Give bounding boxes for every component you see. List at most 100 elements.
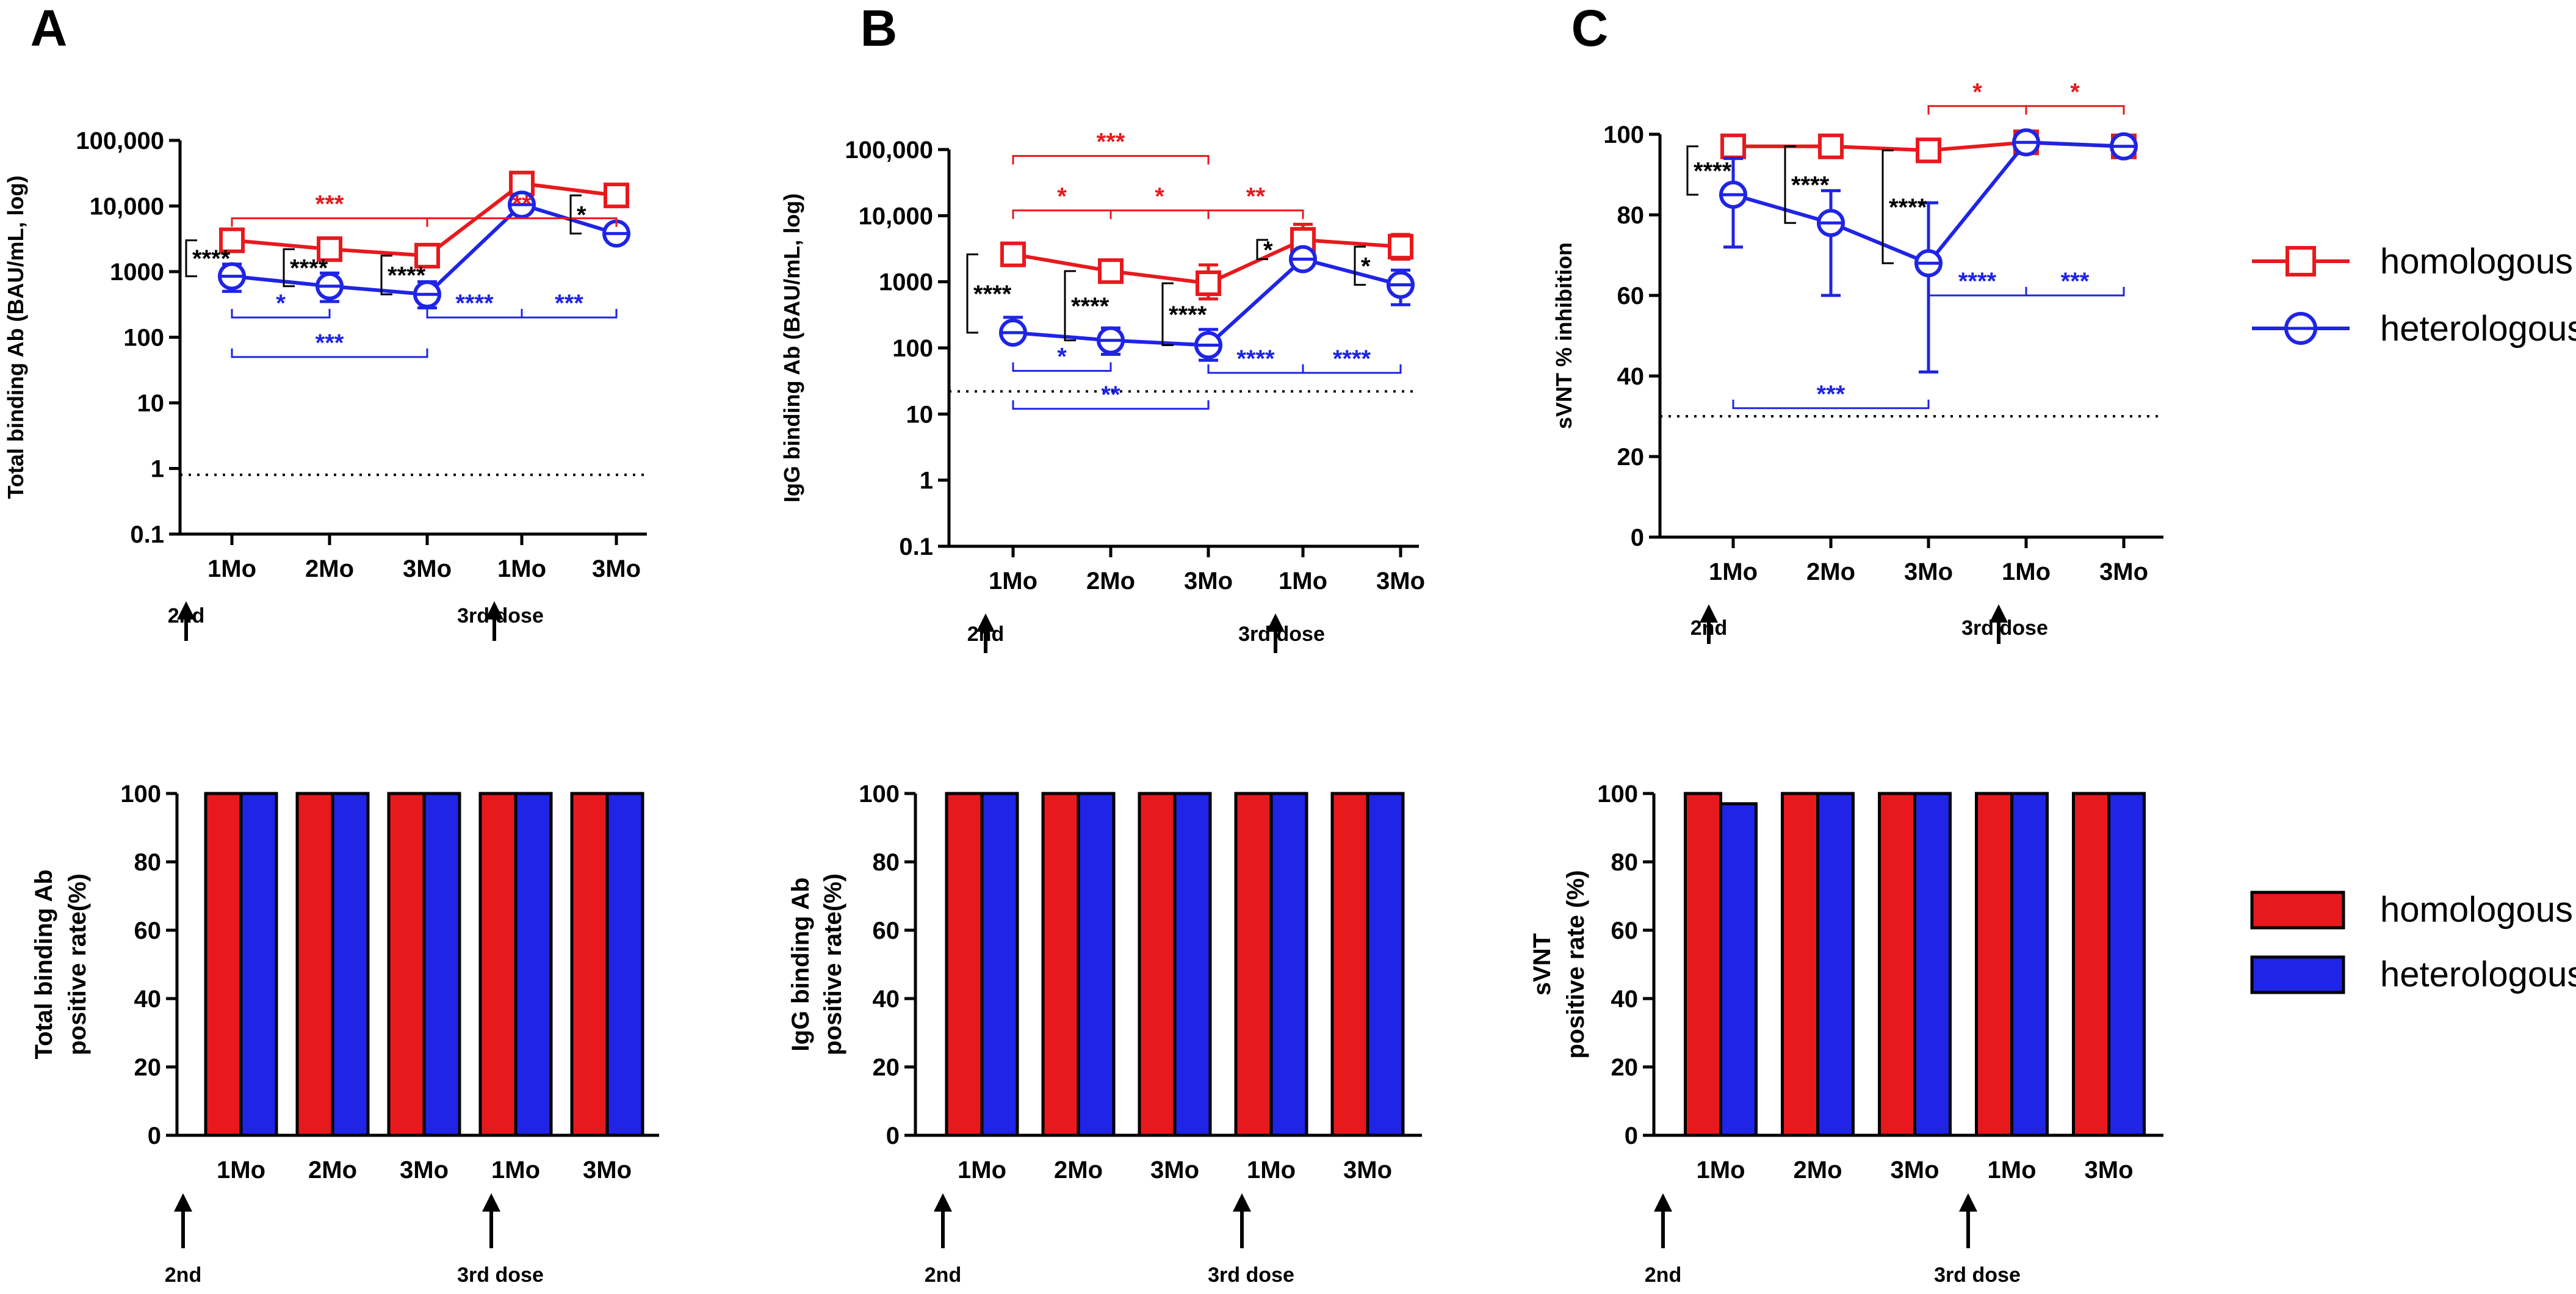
sig-bracket-B-9 bbox=[1064, 270, 1076, 342]
x-tick-label-C-bottom-3: 1Mo bbox=[1988, 1157, 2037, 1184]
sig-bracket-A-3 bbox=[231, 348, 428, 358]
sig-label-C-6: **** bbox=[1791, 172, 1830, 199]
sig-bracket-A-8 bbox=[380, 255, 392, 295]
y-tick-label-A-1: 1 bbox=[151, 456, 164, 483]
y-tick-label-A-bottom-5: 100 bbox=[120, 781, 161, 808]
bar-C-bottom-homologous-3 bbox=[1975, 792, 2013, 1137]
point-A-homologous-0 bbox=[219, 227, 245, 253]
y-tick-label-C-3: 60 bbox=[1617, 283, 1645, 309]
x-tick-label-A-0: 1Mo bbox=[207, 555, 256, 582]
sig-bracket-A-5 bbox=[521, 309, 618, 319]
point-A-homologous-4 bbox=[604, 183, 629, 209]
bar-B-bottom-heterologous-2 bbox=[1173, 792, 1212, 1137]
bar-A-bottom-heterologous-0 bbox=[239, 792, 278, 1137]
y-tick-label-B-bottom-0: 0 bbox=[886, 1122, 900, 1149]
bar-B-bottom-homologous-0 bbox=[945, 792, 984, 1137]
y-tick-label-B-0: 0.1 bbox=[899, 533, 933, 560]
y-tick-label-C-4: 80 bbox=[1617, 202, 1645, 229]
y-tick-label-B-4: 1000 bbox=[879, 269, 933, 296]
sig-bracket-C-3 bbox=[2025, 287, 2125, 297]
sig-label-B-9: **** bbox=[1071, 293, 1109, 320]
point-B-homologous-4 bbox=[1388, 234, 1413, 260]
legend-label-heterologous: heterologous bbox=[2380, 309, 2576, 349]
x-tick-label-A-bottom-1: 2Mo bbox=[308, 1157, 357, 1184]
dose-label-2nd-B-bottom: 2nd bbox=[925, 1263, 961, 1287]
bar-A-bottom-homologous-4 bbox=[570, 792, 609, 1137]
arrow-3rd-C-head bbox=[1990, 604, 2008, 623]
sig-label-B-11: * bbox=[1263, 237, 1273, 264]
x-tick-label-B-2: 3Mo bbox=[1184, 568, 1233, 595]
sig-label-A-7: **** bbox=[290, 255, 328, 282]
y-tick-label-B-bottom-2: 40 bbox=[873, 986, 900, 1013]
x-tick-label-B-3: 1Mo bbox=[1279, 568, 1327, 595]
point-C-homologous-1 bbox=[1818, 133, 1844, 159]
point-A-homologous-1 bbox=[317, 236, 342, 262]
x-tick-label-C-4: 3Mo bbox=[2099, 558, 2148, 585]
x-tick-label-A-bottom-0: 1Mo bbox=[217, 1157, 265, 1184]
bar-B-bottom-heterologous-4 bbox=[1366, 792, 1405, 1137]
x-tick-label-C-3: 1Mo bbox=[2002, 558, 2051, 585]
y-tick-label-C-bottom-1: 20 bbox=[1611, 1054, 1639, 1081]
bar-A-bottom-homologous-0 bbox=[204, 792, 243, 1137]
point-B-homologous-2 bbox=[1196, 270, 1221, 297]
panel-B-line-chart: B IgG binding Ab (BAU/mL, log) 1Mo 2Mo 3Mo 1M… bbox=[779, 0, 1425, 646]
y-tick-label-A-3: 100 bbox=[123, 325, 164, 352]
bar-B-bottom-homologous-3 bbox=[1234, 792, 1273, 1137]
bar-C-bottom-homologous-1 bbox=[1781, 792, 1819, 1137]
y-tick-label-B-bottom-1: 20 bbox=[873, 1054, 900, 1081]
sig-label-B-10: **** bbox=[1169, 302, 1207, 328]
bar-C-bottom-homologous-0 bbox=[1684, 792, 1722, 1137]
y-axis-label-A: Total binding Ab (BAU/mL, log) bbox=[3, 176, 28, 499]
bar-A-bottom-homologous-2 bbox=[387, 792, 426, 1137]
sig-label-C-7: **** bbox=[1889, 194, 1927, 221]
y-tick-label-A-bottom-0: 0 bbox=[148, 1122, 161, 1149]
panel-A-line-chart: A Total binding Ab (BAU/mL, log) 1Mo 2Mo 3Mo… bbox=[3, 0, 647, 627]
legend-label-homologous: homologous bbox=[2380, 242, 2573, 281]
y-tick-label-A-0: 0.1 bbox=[130, 521, 164, 548]
x-tick-label-C-bottom-2: 3Mo bbox=[1891, 1157, 1939, 1184]
bar-C-bottom-heterologous-0 bbox=[1719, 802, 1758, 1137]
sig-label-A-0: *** bbox=[316, 191, 344, 218]
bar-C-bottom-heterologous-3 bbox=[2010, 792, 2049, 1137]
y-tick-label-B-2: 10 bbox=[906, 401, 934, 428]
bar-C-bottom-heterologous-1 bbox=[1816, 792, 1855, 1137]
arrow-2nd-C-head bbox=[1700, 604, 1718, 623]
y-axis-label-C: sVNT % inhibition bbox=[1551, 242, 1576, 429]
sig-bracket-A-9 bbox=[569, 194, 582, 235]
sig-bracket-A-6 bbox=[185, 239, 197, 278]
sig-bracket-C-5 bbox=[1686, 145, 1698, 196]
x-tick-label-B-bottom-2: 3Mo bbox=[1150, 1157, 1199, 1184]
panel-A-bottom-bar-chart: Total binding Ab positive rate(%) 1Mo 2Mo 3M… bbox=[31, 792, 644, 1287]
arrow-3rd-A-head bbox=[485, 601, 503, 620]
sig-label-C-0: * bbox=[1972, 79, 1982, 106]
sig-label-A-5: *** bbox=[555, 290, 583, 317]
x-tick-label-C-1: 2Mo bbox=[1806, 558, 1855, 585]
point-C-homologous-2 bbox=[1916, 137, 1941, 164]
sig-label-B-4: * bbox=[1057, 344, 1067, 370]
arrow-2nd-B-bottom-head bbox=[934, 1193, 952, 1212]
sig-bracket-B-11 bbox=[1256, 239, 1268, 261]
sig-label-B-0: *** bbox=[1097, 128, 1125, 155]
bar-B-bottom-heterologous-1 bbox=[1077, 792, 1116, 1137]
sig-bracket-B-0 bbox=[1012, 154, 1210, 165]
bar-A-bottom-heterologous-1 bbox=[331, 792, 370, 1137]
bar-B-bottom-heterologous-3 bbox=[1269, 792, 1308, 1137]
sig-bracket-A-0 bbox=[231, 217, 428, 227]
sig-bracket-C-7 bbox=[1881, 149, 1894, 264]
dose-label-2nd-A-bottom: 2nd bbox=[165, 1263, 201, 1287]
arrow-3rd-B-bottom-head bbox=[1233, 1193, 1251, 1212]
sig-label-A-2: * bbox=[276, 290, 286, 317]
y-tick-label-A-5: 10,000 bbox=[90, 193, 164, 220]
y-tick-label-B-bottom-4: 80 bbox=[873, 849, 900, 876]
x-tick-label-A-2: 3Mo bbox=[403, 555, 452, 582]
x-tick-label-B-bottom-0: 1Mo bbox=[958, 1157, 1006, 1184]
x-tick-label-A-bottom-2: 3Mo bbox=[400, 1157, 449, 1184]
y-axis-label-A-bottom-0: Total binding Ab bbox=[31, 869, 57, 1059]
panel-letter-C: C bbox=[1571, 0, 1609, 57]
y-tick-label-A-bottom-1: 20 bbox=[134, 1054, 162, 1081]
sig-label-B-1: * bbox=[1057, 183, 1067, 210]
sig-bracket-A-2 bbox=[231, 309, 331, 319]
x-tick-label-B-bottom-1: 2Mo bbox=[1054, 1157, 1103, 1184]
